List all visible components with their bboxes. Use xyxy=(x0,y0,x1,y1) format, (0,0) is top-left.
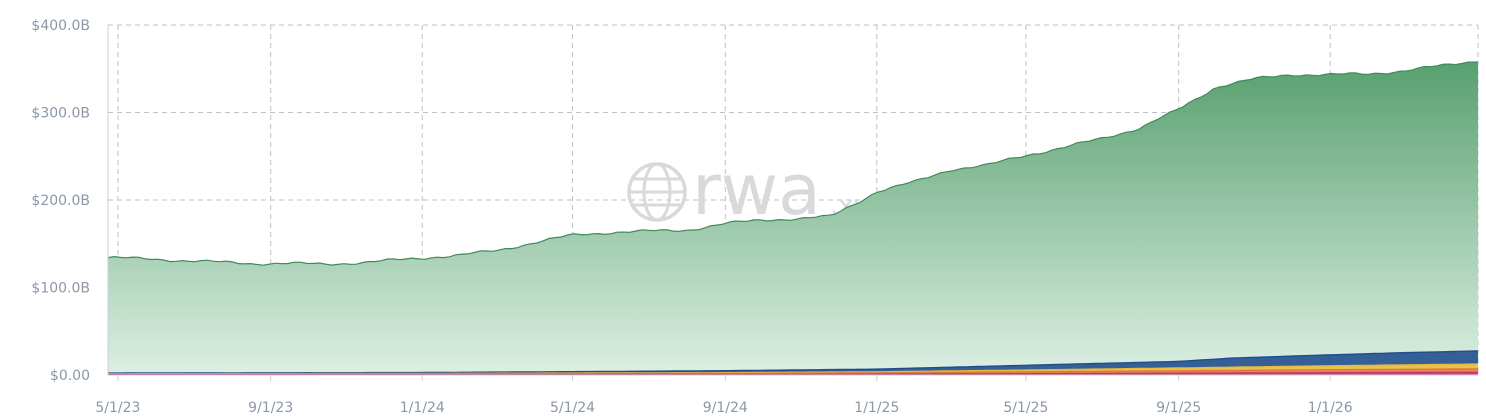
x-tick-label: 9/1/25 xyxy=(1156,400,1201,416)
x-tick-label: 9/1/24 xyxy=(703,400,748,416)
series-line-0 xyxy=(107,61,1479,266)
y-tick-label: $400.0B xyxy=(31,18,90,34)
x-tick-label: 1/1/26 xyxy=(1308,400,1353,416)
watermark-main-text: rwa xyxy=(692,149,821,231)
y-tick-label: $200.0B xyxy=(31,193,90,209)
series-area-2 xyxy=(108,364,1478,375)
y-tick-label: $300.0B xyxy=(31,106,90,122)
x-tick-label: 1/1/25 xyxy=(854,400,899,416)
series-line-1 xyxy=(108,350,1479,374)
x-tick-label: 9/1/23 xyxy=(248,400,293,416)
x-tick-label: 5/1/24 xyxy=(550,400,595,416)
series-area-4 xyxy=(108,372,1478,375)
y-tick-label: $100.0B xyxy=(31,281,90,297)
series-area-0 xyxy=(108,62,1478,374)
axes xyxy=(107,25,1478,376)
y-tick-labels: $0.00 $100.0B $200.0B $300.0B $400.0B xyxy=(31,18,90,384)
x-tick-label: 5/1/25 xyxy=(1003,400,1048,416)
series-layer xyxy=(107,61,1479,376)
x-tick-labels: 5/1/23 9/1/23 1/1/24 5/1/24 9/1/24 1/1/25 5/1/… xyxy=(95,375,1353,416)
y-tick-label: $0.00 xyxy=(50,368,90,384)
globe-icon xyxy=(627,162,687,222)
x-tick-label: 1/1/24 xyxy=(400,400,445,416)
x-tick-label: 5/1/23 xyxy=(95,400,140,416)
